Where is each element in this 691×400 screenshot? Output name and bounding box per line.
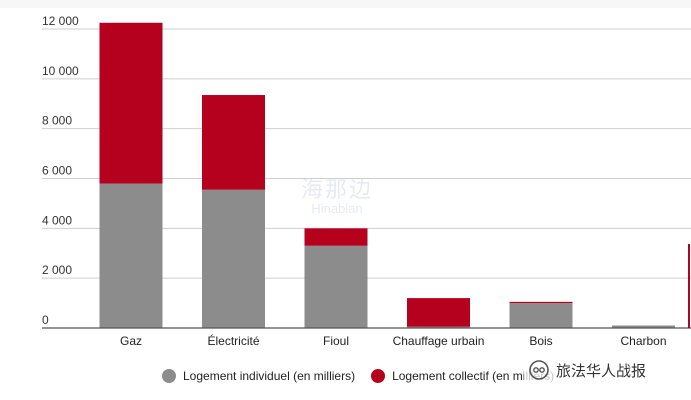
center-watermark-cn: 海那边 (300, 177, 373, 202)
bar-individuel (612, 325, 675, 328)
x-category-label: Chauffage urbain (393, 334, 485, 348)
bar-collectif (304, 228, 368, 246)
bar-individuel (304, 245, 368, 328)
y-tick-label: 4 000 (42, 213, 72, 227)
x-axis-category-labels: Gaz Électricité Fioul Chauffage urbain Bois C… (120, 333, 667, 348)
x-category-label: Fioul (323, 334, 349, 348)
legend: Logement individuel (en milliers) Logeme… (162, 369, 570, 383)
bar-collectif (407, 298, 470, 327)
legend-swatch-collectif (371, 369, 386, 383)
y-tick-label: 12 000 (42, 14, 79, 28)
x-category-label: Gaz (120, 334, 142, 348)
legend-label-collectif: Logement collectif (en milliers) (392, 369, 555, 383)
y-tick-label: 6 000 (42, 164, 72, 178)
bar-collectif (509, 301, 573, 304)
bar-collectif (99, 22, 163, 184)
bar-individuel (202, 189, 265, 328)
wechat-icon (529, 360, 549, 380)
y-tick-label: 0 (42, 313, 49, 327)
bar-individuel (407, 326, 470, 328)
center-watermark-en: Hinabian (311, 201, 363, 217)
y-axis-tick-labels: 0 2 000 4 000 6 000 8 000 10 000 12 000 (42, 14, 79, 327)
y-tick-label: 8 000 (42, 114, 72, 128)
x-category-label: Électricité (207, 333, 259, 348)
bar-collectif (202, 95, 265, 190)
legend-label-individuel: Logement individuel (en milliers) (183, 369, 356, 383)
account-watermark: 旅法华人战报 (524, 357, 651, 383)
account-name: 旅法华人战报 (556, 362, 647, 380)
legend-item-individuel: Logement individuel (en milliers) (162, 369, 355, 383)
legend-item-collectif: Logement collectif (en milliers) (371, 369, 554, 383)
y-tick-label: 2 000 (42, 263, 72, 277)
center-watermark: 海那边 Hinabian (262, 177, 412, 217)
bars (99, 22, 675, 328)
top-band (0, 0, 691, 8)
y-tick-label: 10 000 (42, 64, 79, 78)
x-category-label: Bois (529, 334, 552, 348)
bar-individuel (509, 303, 573, 328)
x-category-label: Charbon (620, 334, 666, 348)
bar-individuel (99, 183, 163, 328)
legend-swatch-individuel (162, 369, 176, 383)
